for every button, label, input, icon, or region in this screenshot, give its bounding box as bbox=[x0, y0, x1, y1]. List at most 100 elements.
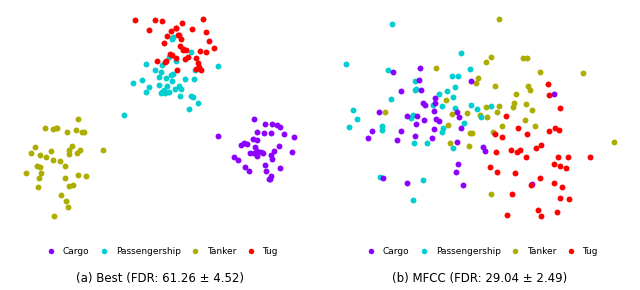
Point bbox=[72, 151, 82, 156]
Point bbox=[497, 124, 508, 128]
Legend: Cargo, Passengership, Tanker, Tug: Cargo, Passengership, Tanker, Tug bbox=[362, 247, 598, 256]
Point bbox=[430, 101, 440, 105]
Point bbox=[190, 67, 200, 72]
Point bbox=[521, 155, 531, 160]
Point bbox=[442, 88, 452, 93]
Point bbox=[198, 16, 209, 21]
Point bbox=[402, 114, 412, 119]
Point bbox=[269, 148, 279, 153]
Point bbox=[461, 110, 472, 115]
Point bbox=[438, 125, 448, 130]
Point bbox=[34, 175, 44, 180]
Point bbox=[267, 156, 277, 161]
Point bbox=[493, 16, 504, 21]
Point bbox=[162, 34, 172, 39]
Point bbox=[258, 151, 268, 156]
Point bbox=[244, 168, 254, 173]
Point bbox=[523, 83, 533, 88]
Point bbox=[481, 149, 491, 153]
Point bbox=[45, 149, 56, 153]
Point bbox=[165, 52, 175, 56]
Point bbox=[175, 44, 185, 48]
Point bbox=[33, 185, 43, 189]
Point bbox=[264, 177, 274, 182]
Point bbox=[408, 113, 418, 118]
Point bbox=[550, 126, 561, 130]
Point bbox=[348, 107, 358, 112]
Point bbox=[344, 125, 354, 129]
Point bbox=[451, 105, 461, 110]
Point bbox=[52, 126, 62, 130]
Point bbox=[548, 161, 559, 166]
Point bbox=[79, 130, 89, 134]
Point bbox=[60, 176, 70, 181]
Point bbox=[467, 130, 477, 135]
Point bbox=[458, 182, 468, 187]
Point bbox=[157, 62, 167, 67]
Point bbox=[535, 175, 545, 180]
Point bbox=[561, 165, 571, 170]
Point bbox=[408, 141, 419, 146]
Point bbox=[163, 55, 173, 59]
Point bbox=[177, 21, 188, 26]
Point bbox=[513, 126, 523, 130]
Point bbox=[520, 117, 530, 122]
Point bbox=[449, 85, 460, 90]
Point bbox=[187, 27, 197, 32]
Point bbox=[377, 124, 387, 128]
Point bbox=[376, 128, 387, 133]
Point bbox=[193, 101, 204, 105]
Point bbox=[252, 130, 262, 134]
Point bbox=[179, 47, 189, 52]
Point bbox=[447, 112, 457, 116]
Point bbox=[76, 147, 86, 152]
Point bbox=[119, 113, 129, 117]
Point bbox=[275, 165, 285, 170]
Point bbox=[154, 83, 164, 88]
Point bbox=[73, 117, 83, 121]
Point bbox=[166, 28, 177, 33]
Point bbox=[536, 143, 546, 147]
Point bbox=[173, 32, 184, 37]
Point bbox=[168, 72, 179, 77]
Point bbox=[522, 56, 532, 61]
Point bbox=[242, 141, 252, 146]
Point bbox=[141, 90, 152, 94]
Point bbox=[173, 33, 184, 38]
Point bbox=[451, 140, 461, 144]
Point bbox=[433, 92, 444, 97]
Point bbox=[60, 164, 70, 168]
Point bbox=[472, 106, 482, 111]
Point bbox=[486, 191, 497, 196]
Point bbox=[422, 141, 432, 145]
Point bbox=[492, 150, 502, 155]
Point bbox=[482, 115, 492, 119]
Point bbox=[383, 67, 394, 72]
Point bbox=[440, 97, 451, 102]
Point bbox=[196, 68, 206, 73]
Point bbox=[150, 68, 160, 72]
Point bbox=[429, 126, 439, 131]
Legend: Cargo, Passengership, Tanker, Tug: Cargo, Passengership, Tanker, Tug bbox=[42, 247, 278, 256]
Point bbox=[236, 143, 246, 148]
Point bbox=[544, 93, 554, 97]
Point bbox=[563, 155, 573, 160]
Point bbox=[534, 70, 545, 75]
Point bbox=[476, 115, 486, 119]
Point bbox=[578, 70, 588, 75]
Point bbox=[249, 117, 259, 122]
Point bbox=[195, 48, 205, 53]
Point bbox=[161, 75, 171, 80]
Point bbox=[252, 149, 262, 154]
Point bbox=[419, 117, 429, 122]
Point bbox=[484, 165, 495, 170]
Point bbox=[509, 101, 519, 106]
Point bbox=[129, 81, 139, 85]
Point bbox=[443, 123, 453, 127]
Point bbox=[264, 176, 275, 181]
Point bbox=[586, 154, 596, 159]
Point bbox=[554, 155, 564, 160]
Point bbox=[430, 96, 440, 101]
Point bbox=[97, 148, 108, 153]
Point bbox=[160, 59, 170, 64]
